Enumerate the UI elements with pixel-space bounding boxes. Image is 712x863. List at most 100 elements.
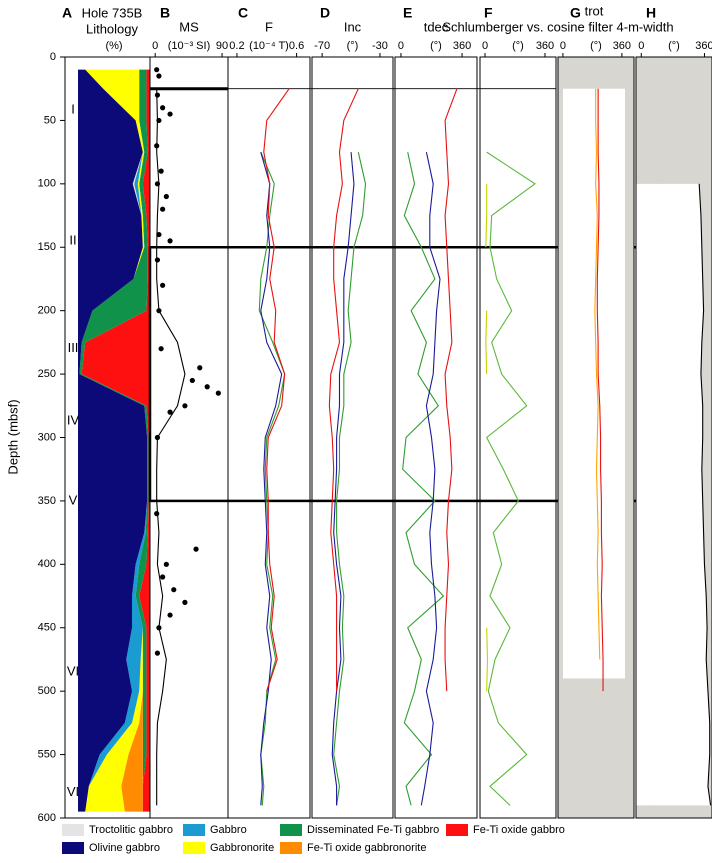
panel-frame [394,56,478,819]
log-curve [328,88,359,692]
panel-letter: E [403,5,412,21]
ms-point [182,599,188,605]
x-tick-label: 360 [613,40,631,52]
y-tick-label: 450 [38,622,56,634]
x-tick-label: 0 [398,40,404,52]
panel-letter: D [320,5,330,21]
panel-letter: G [570,5,581,21]
x-tick-label: 360 [453,40,471,52]
y-tick-label: 350 [38,495,56,507]
white-zone [636,183,711,806]
panel-letter: B [160,5,170,21]
y-tick-label: 250 [38,368,56,380]
x-tick-label: -70 [314,40,330,52]
y-tick-label: 0 [50,51,56,63]
legend-label: Gabbronorite [210,842,274,854]
x-unit-label: (°) [430,40,442,52]
ms-point [156,231,162,238]
ms-point [215,390,221,396]
x-tick-label: -30 [372,40,388,52]
log-curve [258,151,286,806]
y-tick-label: 550 [38,748,56,760]
panel-title: Schlumberger vs. cosine filter 4-m-width [442,19,673,34]
ms-point [154,257,161,263]
y-tick-label: 500 [38,685,56,697]
log-curve [402,152,445,806]
y-tick-label: 100 [38,178,56,190]
legend-swatch [62,842,84,854]
x-unit-label: (°) [347,40,359,52]
x-unit-label: (°) [668,40,680,52]
log-curve [333,152,367,806]
legend-label: Fe-Ti oxide gabbro [473,824,565,836]
y-tick-label: 50 [44,114,56,126]
ms-point [154,650,161,656]
legend-swatch [280,824,302,836]
ms-point [189,377,195,384]
ms-point [163,561,169,567]
panel-letter: C [238,5,248,21]
legend-swatch [62,824,84,836]
legend-label: Troctolitic gabbro [89,824,173,836]
unit-label: VI [67,664,79,679]
panel-title: F [265,19,273,34]
ms-point [160,282,166,288]
panel-frame [311,56,394,819]
y-axis-label: Depth (mbsf) [5,399,20,474]
ms-point [204,384,210,390]
lithology-area [79,69,148,812]
panel-frame [227,56,311,819]
ms-point [167,409,173,415]
ms-point [156,73,162,79]
x-tick-label: 360 [695,40,712,52]
ms-point [154,181,161,187]
unit-label: V [69,492,78,507]
x-tick-label: 0.2 [229,40,244,52]
ms-point [154,510,160,517]
log-curve [263,88,290,692]
unit-label: VI [67,784,79,799]
ms-point [160,574,166,580]
y-tick-label: 600 [38,812,56,824]
log-curve [486,184,488,786]
ms-point [158,346,164,352]
panel-letter: H [646,5,656,21]
ms-point [160,105,166,111]
panel-title: trot [585,3,604,18]
y-tick-label: 200 [38,305,56,317]
ms-point [156,308,162,314]
data-zone [563,88,625,679]
lithology-area [78,69,148,812]
panel-frame [557,56,635,819]
ms-point [193,546,199,552]
legend-label: Gabbro [210,824,247,836]
legend-swatch [280,842,302,854]
unit-label: I [71,102,75,117]
x-tick-label: 90 [216,40,228,52]
ms-point [156,117,162,124]
x-unit-label: (°) [512,40,524,52]
panel-frame [479,56,557,819]
log-curve [260,151,283,806]
panel-title: tdec [424,19,449,34]
x-unit-label: (10⁻³ SI) [168,40,210,52]
ms-point [154,67,160,73]
ms-point [167,612,173,618]
x-tick-label: 0 [152,40,158,52]
panel-letter: A [62,5,72,21]
x-tick-label: 360 [536,40,554,52]
ms-point [154,92,161,98]
unit-label: II [69,232,76,247]
x-tick-label: 0 [560,40,566,52]
legend-label: Disseminated Fe-Ti gabbro [307,824,439,836]
log-curve [594,88,601,660]
x-unit-label: (10⁻⁴ T) [249,40,289,52]
log-curve [420,152,441,806]
ms-point [158,168,164,174]
x-tick-label: 0.6 [289,40,304,52]
ms-point [163,193,169,200]
y-tick-label: 300 [38,431,56,443]
panel-title: Hole 735B [82,5,143,20]
log-curve [596,88,604,692]
